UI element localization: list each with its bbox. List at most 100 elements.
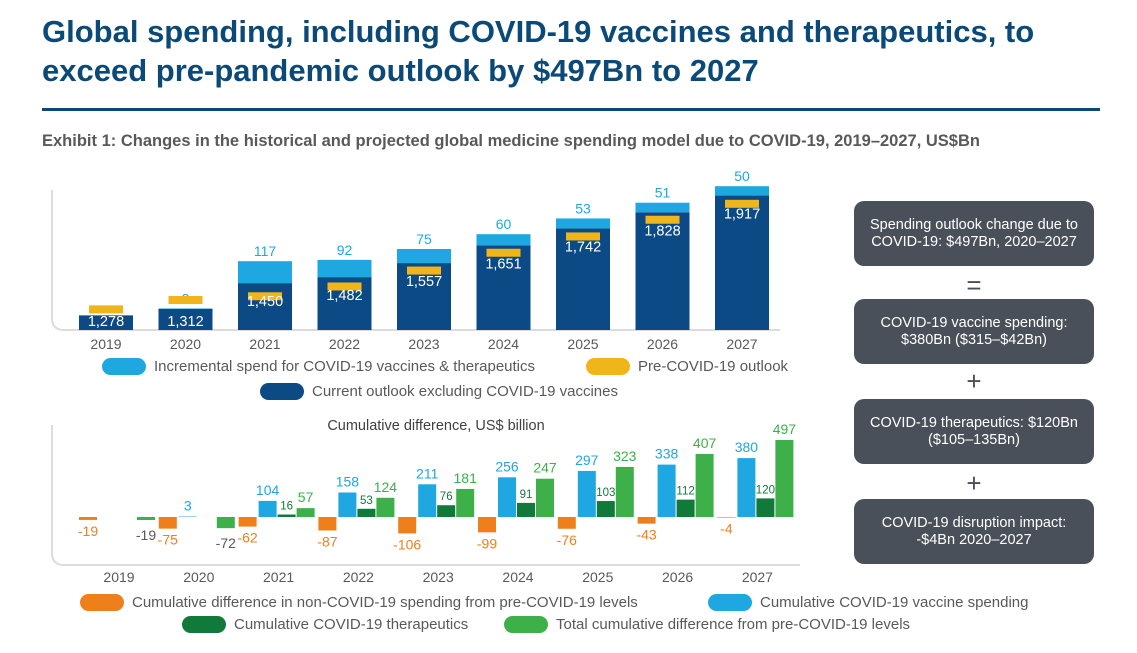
bar-vaccine-2021: [258, 500, 277, 517]
xtick-bottom-2023: 2023: [423, 569, 454, 585]
bar-non-covid-2026: [637, 517, 656, 524]
xtick-bottom-2027: 2027: [742, 569, 773, 585]
label-therapeutics-2024: 91: [520, 489, 533, 501]
bar-current-2025: [556, 228, 610, 330]
bottom-chart-title: Cumulative difference, US$ billion: [327, 418, 544, 434]
marker-pre-covid-2023: [407, 266, 441, 275]
label-therapeutics-2027: 120: [756, 484, 775, 496]
bar-incremental-2021: [238, 261, 292, 284]
bar-total-2022: [376, 497, 395, 517]
bar-therapeutics-2023: [437, 505, 456, 517]
legend-non-covid: Cumulative difference in non-COVID-19 sp…: [80, 594, 638, 611]
bar-therapeutics-2027: [756, 498, 775, 517]
bar-incremental-2027: [715, 186, 769, 196]
label-non-covid-2023: -106: [393, 536, 421, 552]
bar-total-2019: [137, 517, 155, 520]
legend-vaccine: Cumulative COVID-19 vaccine spending: [708, 594, 1028, 611]
label-current-2025: 1,742: [565, 239, 601, 255]
label-vaccine-2023: 211: [416, 465, 439, 481]
bar-incremental-2023: [397, 249, 451, 264]
xtick-top-2026: 2026: [647, 336, 678, 352]
plus-sign-1: +: [966, 366, 982, 396]
marker-pre-covid-2024: [486, 248, 521, 257]
xtick-top-2024: 2024: [488, 336, 519, 352]
legend-label-therapeutics: Cumulative COVID-19 therapeutics: [234, 616, 469, 633]
xtick-top-2025: 2025: [567, 336, 598, 352]
label-current-2023: 1,557: [406, 274, 442, 290]
label-vaccine-2027: 380: [735, 439, 759, 455]
bar-incremental-2025: [556, 218, 610, 229]
label-non-covid-2021: -62: [237, 530, 257, 546]
label-current-2026: 1,828: [644, 223, 680, 239]
box-vaccine-spending: COVID-19 vaccine spending: $380Bn ($315–…: [854, 299, 1094, 364]
xtick-bottom-2026: 2026: [662, 569, 693, 585]
bar-current-2019: [79, 315, 133, 330]
label-non-covid-2022: -87: [317, 533, 337, 549]
bar-current-2020: [158, 309, 213, 330]
bar-incremental-2024: [476, 234, 531, 246]
top-axis-frame: [51, 190, 780, 331]
box-therapeutics: COVID-19 therapeutics: $120Bn ($105–135B…: [854, 399, 1094, 464]
xtick-bottom-2020: 2020: [183, 569, 214, 585]
label-total-2019: -19: [136, 527, 156, 543]
label-total-2023: 181: [454, 470, 478, 486]
page-title: Global spending, including COVID-19 vacc…: [42, 14, 1035, 88]
bar-non-covid-2024: [478, 517, 496, 533]
bar-non-covid-2023: [398, 517, 417, 534]
marker-pre-covid-2026: [645, 215, 680, 224]
label-total-2021: 57: [298, 489, 314, 505]
bar-current-2024: [476, 245, 531, 330]
legend-label-current: Current outlook excluding COVID-19 vacci…: [312, 383, 618, 400]
bar-total-2025: [615, 466, 634, 517]
legend-current: Current outlook excluding COVID-19 vacci…: [260, 383, 618, 400]
label-incremental-2026: 51: [655, 185, 671, 201]
label-current-2024: 1,651: [485, 256, 521, 272]
label-current-2021: 1,450: [247, 294, 283, 310]
label-total-2024: 247: [533, 460, 557, 476]
bar-therapeutics-2024: [517, 502, 535, 517]
legend-therapeutics: Cumulative COVID-19 therapeutics: [182, 616, 468, 633]
legend-label-incremental: Incremental spend for COVID-19 vaccines …: [154, 358, 536, 375]
bar-current-2021: [238, 283, 292, 330]
label-therapeutics-2021: 16: [280, 501, 293, 513]
bar-non-covid-2019: [79, 517, 97, 520]
bar-vaccine-2022: [338, 492, 357, 517]
xtick-top-2021: 2021: [249, 336, 280, 352]
marker-pre-covid-2022: [327, 282, 362, 291]
bar-non-covid-2022: [318, 517, 337, 531]
legend-label-total: Total cumulative difference from pre-COV…: [556, 616, 911, 633]
label-incremental-2021: 117: [254, 243, 277, 259]
bottom-axis-frame: [51, 425, 800, 566]
xtick-bottom-2019: 2019: [103, 569, 134, 585]
bar-vaccine-2023: [418, 484, 437, 517]
plus-sign-2: +: [966, 468, 982, 498]
bar-non-covid-2021: [238, 517, 257, 527]
legend-label-vaccine: Cumulative COVID-19 vaccine spending: [760, 594, 1029, 611]
bar-incremental-2022: [317, 259, 372, 278]
bar-therapeutics-2026: [676, 499, 695, 517]
label-incremental-2025: 53: [575, 200, 591, 216]
bar-non-covid-2025: [557, 517, 576, 529]
label-non-covid-2025: -76: [557, 532, 577, 548]
bar-non-covid-2020: [158, 517, 177, 529]
label-total-2027: 497: [773, 421, 797, 437]
legend-label-pre-covid: Pre-COVID-19 outlook: [638, 358, 789, 375]
label-therapeutics-2025: 103: [596, 487, 615, 499]
label-vaccine-2026: 338: [655, 446, 679, 462]
bar-vaccine-2025: [577, 470, 596, 517]
bar-current-2026: [635, 212, 690, 330]
label-current-2027: 1,917: [724, 207, 760, 223]
bar-therapeutics-2022: [357, 508, 376, 517]
xtick-bottom-2021: 2021: [263, 569, 294, 585]
label-total-2020: -72: [216, 535, 236, 551]
xtick-top-2027: 2027: [726, 336, 757, 352]
label-vaccine-2020: 3: [184, 498, 192, 514]
bar-current-2027: [715, 195, 769, 330]
legend-total: Total cumulative difference from pre-COV…: [504, 616, 910, 633]
label-vaccine-2022: 158: [336, 474, 360, 490]
marker-pre-covid-2025: [566, 232, 600, 241]
label-non-covid-2020: -75: [158, 532, 178, 548]
marker-pre-covid-2027: [725, 199, 759, 208]
legend-swatch-therapeutics: [182, 616, 226, 633]
